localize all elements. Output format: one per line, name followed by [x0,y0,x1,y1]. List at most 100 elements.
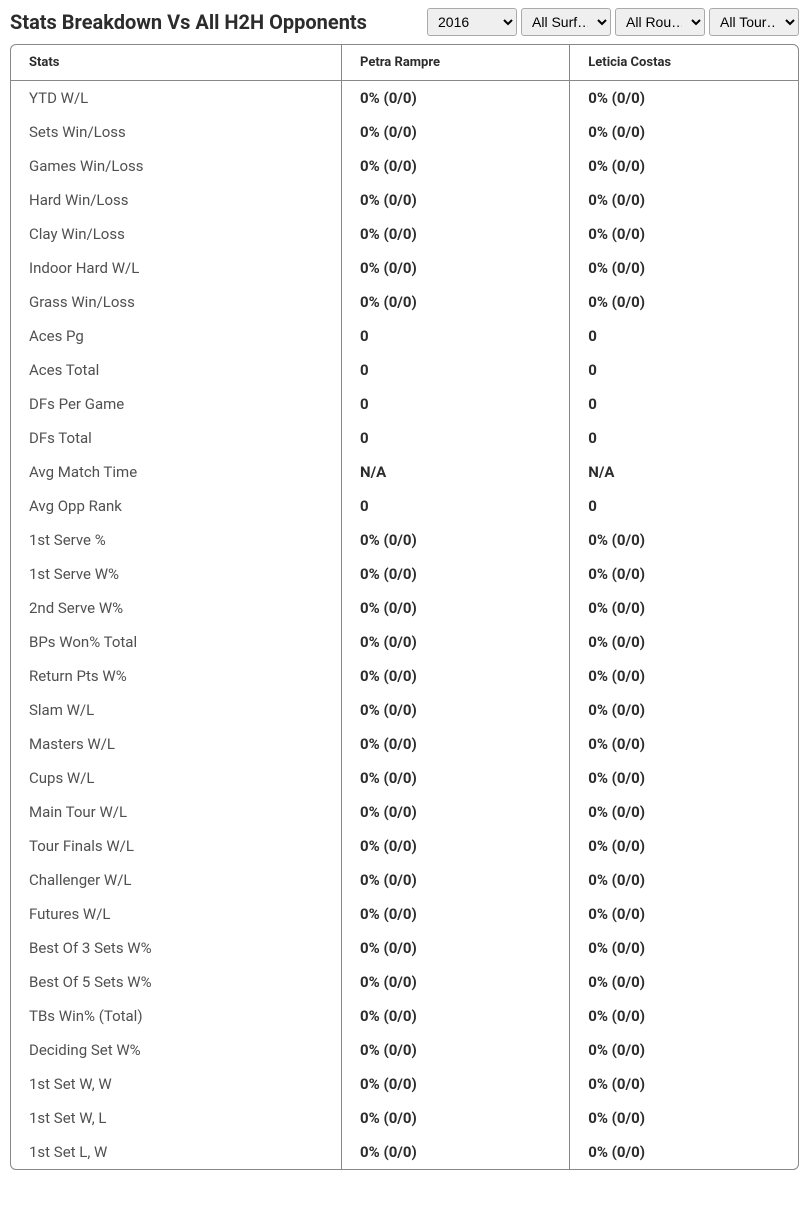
stat-value-player2: 0% (0/0) [570,931,798,965]
table-row: Masters W/L0% (0/0)0% (0/0) [11,727,798,761]
stat-value-player1: 0% (0/0) [342,761,570,795]
stat-label: Main Tour W/L [11,795,342,829]
table-row: 1st Set W, W0% (0/0)0% (0/0) [11,1067,798,1101]
table-row: Aces Total00 [11,353,798,387]
round-select[interactable]: All Rou… [615,8,705,36]
table-row: Futures W/L0% (0/0)0% (0/0) [11,897,798,931]
table-row: Sets Win/Loss0% (0/0)0% (0/0) [11,115,798,149]
table-row: 1st Set W, L0% (0/0)0% (0/0) [11,1101,798,1135]
table-row: Indoor Hard W/L0% (0/0)0% (0/0) [11,251,798,285]
stats-table-wrapper: Stats Petra Rampre Leticia Costas YTD W/… [10,44,799,1170]
stat-value-player1: 0% (0/0) [342,897,570,931]
col-header-stats: Stats [11,45,342,81]
stat-value-player1: 0% (0/0) [342,965,570,999]
stat-value-player1: 0% (0/0) [342,829,570,863]
stat-label: 1st Set W, L [11,1101,342,1135]
table-row: YTD W/L0% (0/0)0% (0/0) [11,81,798,116]
table-row: BPs Won% Total0% (0/0)0% (0/0) [11,625,798,659]
stat-value-player1: 0% (0/0) [342,523,570,557]
table-row: Main Tour W/L0% (0/0)0% (0/0) [11,795,798,829]
col-header-player1: Petra Rampre [342,45,570,81]
stat-value-player1: 0% (0/0) [342,693,570,727]
stat-label: DFs Total [11,421,342,455]
table-row: Games Win/Loss0% (0/0)0% (0/0) [11,149,798,183]
stat-label: 1st Serve W% [11,557,342,591]
stat-value-player1: 0% (0/0) [342,557,570,591]
table-row: Tour Finals W/L0% (0/0)0% (0/0) [11,829,798,863]
stat-value-player1: 0% (0/0) [342,251,570,285]
stat-value-player1: 0 [342,387,570,421]
stat-label: TBs Win% (Total) [11,999,342,1033]
stat-label: Challenger W/L [11,863,342,897]
stat-value-player1: 0% (0/0) [342,81,570,116]
surface-select[interactable]: All Surf… [521,8,611,36]
table-row: 1st Serve W%0% (0/0)0% (0/0) [11,557,798,591]
page-title: Stats Breakdown Vs All H2H Opponents [10,10,367,34]
stat-value-player2: 0 [570,387,798,421]
stat-label: Hard Win/Loss [11,183,342,217]
stat-label: 2nd Serve W% [11,591,342,625]
stat-value-player2: N/A [570,455,798,489]
stat-label: Tour Finals W/L [11,829,342,863]
table-row: Return Pts W%0% (0/0)0% (0/0) [11,659,798,693]
stat-label: DFs Per Game [11,387,342,421]
stat-value-player1: 0% (0/0) [342,115,570,149]
stat-value-player2: 0 [570,489,798,523]
table-row: Aces Pg00 [11,319,798,353]
table-row: Avg Match TimeN/AN/A [11,455,798,489]
stat-label: Games Win/Loss [11,149,342,183]
table-row: Best Of 3 Sets W%0% (0/0)0% (0/0) [11,931,798,965]
stat-value-player1: 0% (0/0) [342,727,570,761]
stat-value-player2: 0% (0/0) [570,693,798,727]
stat-value-player1: N/A [342,455,570,489]
stat-value-player1: 0% (0/0) [342,285,570,319]
stat-value-player1: 0% (0/0) [342,625,570,659]
stat-value-player2: 0% (0/0) [570,81,798,116]
tour-select[interactable]: All Tour… [709,8,799,36]
stat-label: Cups W/L [11,761,342,795]
stat-label: Futures W/L [11,897,342,931]
stat-value-player2: 0 [570,421,798,455]
header: Stats Breakdown Vs All H2H Opponents 201… [0,0,809,44]
stat-label: YTD W/L [11,81,342,116]
stat-value-player1: 0% (0/0) [342,999,570,1033]
stat-value-player2: 0% (0/0) [570,761,798,795]
stat-label: Return Pts W% [11,659,342,693]
stat-value-player2: 0% (0/0) [570,557,798,591]
stat-value-player2: 0% (0/0) [570,251,798,285]
table-row: Avg Opp Rank00 [11,489,798,523]
stat-value-player1: 0 [342,421,570,455]
stat-label: 1st Serve % [11,523,342,557]
stat-value-player2: 0% (0/0) [570,591,798,625]
stat-value-player1: 0% (0/0) [342,1101,570,1135]
stat-value-player2: 0% (0/0) [570,795,798,829]
stat-label: Sets Win/Loss [11,115,342,149]
stat-label: Indoor Hard W/L [11,251,342,285]
stat-value-player2: 0% (0/0) [570,183,798,217]
stat-value-player2: 0% (0/0) [570,999,798,1033]
table-row: TBs Win% (Total)0% (0/0)0% (0/0) [11,999,798,1033]
stat-label: Aces Total [11,353,342,387]
stat-label: Aces Pg [11,319,342,353]
table-row: Best Of 5 Sets W%0% (0/0)0% (0/0) [11,965,798,999]
stat-value-player2: 0% (0/0) [570,965,798,999]
stat-value-player2: 0% (0/0) [570,829,798,863]
stat-value-player2: 0% (0/0) [570,523,798,557]
stat-value-player2: 0% (0/0) [570,149,798,183]
stat-value-player1: 0 [342,319,570,353]
stat-label: Avg Opp Rank [11,489,342,523]
stat-value-player2: 0% (0/0) [570,863,798,897]
stats-table: Stats Petra Rampre Leticia Costas YTD W/… [11,45,798,1169]
table-row: Cups W/L0% (0/0)0% (0/0) [11,761,798,795]
stat-label: Best Of 5 Sets W% [11,965,342,999]
table-row: Challenger W/L0% (0/0)0% (0/0) [11,863,798,897]
table-row: Deciding Set W%0% (0/0)0% (0/0) [11,1033,798,1067]
stat-label: Slam W/L [11,693,342,727]
stat-value-player1: 0% (0/0) [342,795,570,829]
table-row: DFs Per Game00 [11,387,798,421]
stat-value-player1: 0 [342,353,570,387]
year-select[interactable]: 2016 [427,8,517,36]
table-row: Hard Win/Loss0% (0/0)0% (0/0) [11,183,798,217]
stat-label: 1st Set W, W [11,1067,342,1101]
stat-value-player1: 0% (0/0) [342,149,570,183]
